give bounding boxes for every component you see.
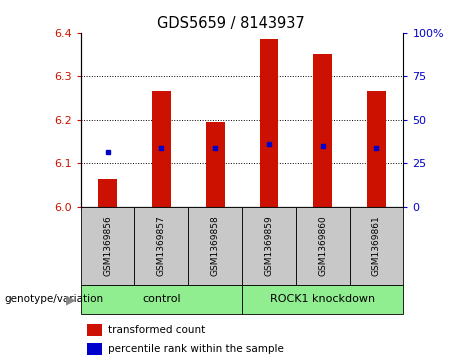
Text: ▶: ▶: [66, 293, 76, 306]
Text: percentile rank within the sample: percentile rank within the sample: [108, 344, 284, 354]
Bar: [87, 343, 101, 355]
Bar: [98, 179, 117, 207]
Text: genotype/variation: genotype/variation: [5, 294, 104, 305]
Bar: [260, 39, 278, 207]
Text: GSM1369858: GSM1369858: [211, 216, 219, 276]
FancyBboxPatch shape: [188, 207, 242, 285]
Text: GSM1369861: GSM1369861: [372, 216, 381, 276]
Bar: [87, 324, 101, 336]
Text: GDS5659 / 8143937: GDS5659 / 8143937: [157, 16, 304, 31]
Text: GSM1369856: GSM1369856: [103, 216, 112, 276]
Bar: [367, 91, 386, 207]
FancyBboxPatch shape: [242, 207, 296, 285]
FancyBboxPatch shape: [296, 207, 349, 285]
FancyBboxPatch shape: [81, 207, 135, 285]
Text: ROCK1 knockdown: ROCK1 knockdown: [270, 294, 375, 305]
Text: control: control: [142, 294, 181, 305]
Bar: [313, 54, 332, 207]
FancyBboxPatch shape: [135, 207, 188, 285]
Text: transformed count: transformed count: [108, 325, 205, 335]
FancyBboxPatch shape: [242, 285, 403, 314]
Text: GSM1369859: GSM1369859: [265, 216, 273, 276]
Bar: [206, 122, 225, 207]
FancyBboxPatch shape: [349, 207, 403, 285]
Text: GSM1369860: GSM1369860: [318, 216, 327, 276]
FancyBboxPatch shape: [81, 285, 242, 314]
Text: GSM1369857: GSM1369857: [157, 216, 166, 276]
Bar: [152, 91, 171, 207]
